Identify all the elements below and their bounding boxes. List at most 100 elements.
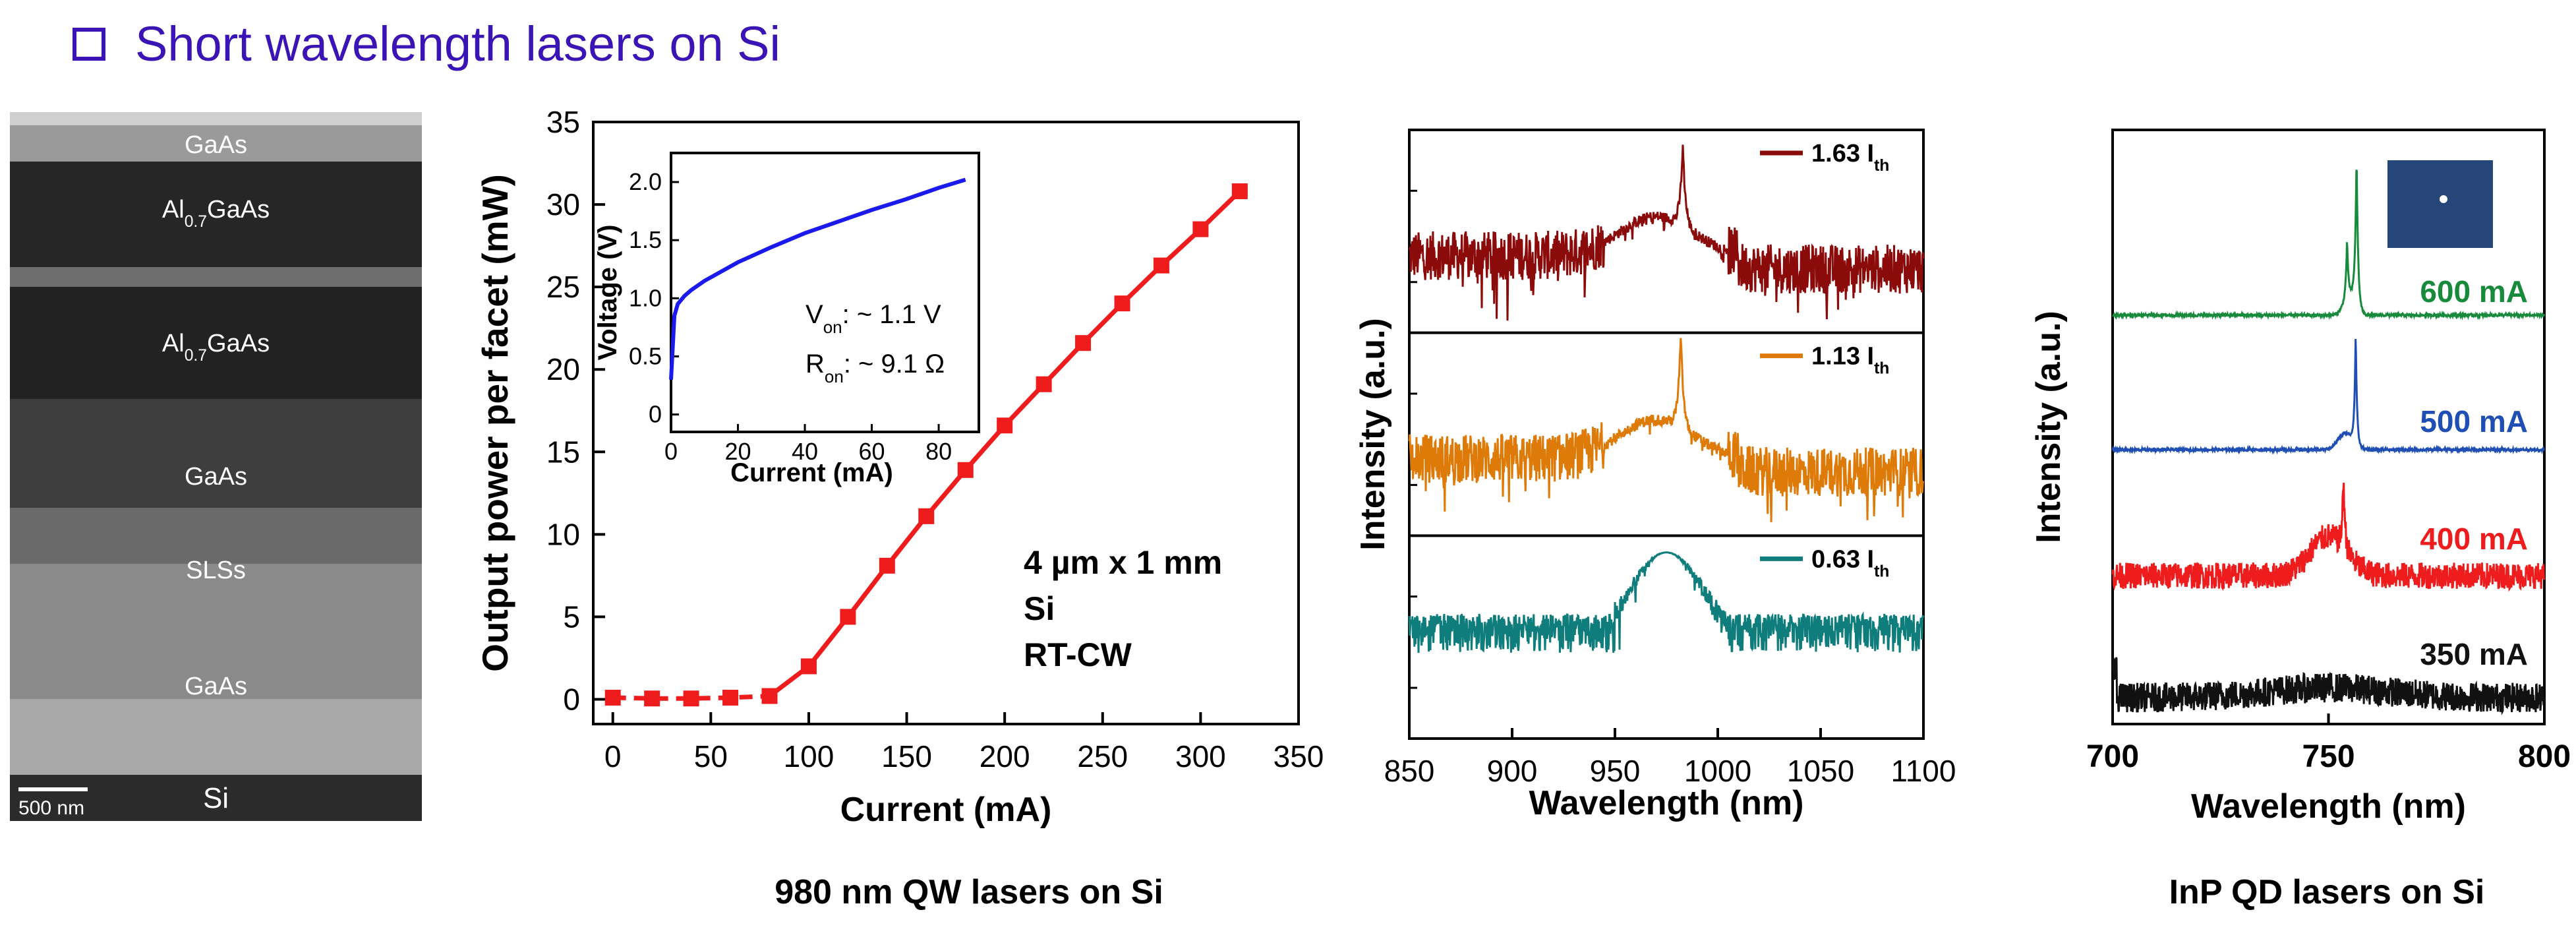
li-data-point [604, 689, 621, 706]
series-label: 350 mA [2420, 637, 2528, 671]
label-main: 1.13 I [1811, 343, 1874, 371]
y-tick-label: 25 [546, 270, 580, 304]
label-subscript: 0.7 [185, 347, 207, 365]
spectrum-line [1408, 144, 1925, 321]
x-tick-label: 350 [1273, 739, 1324, 774]
li-data-point [879, 557, 895, 574]
li-data-point [683, 690, 699, 707]
tem-layer-band [10, 162, 422, 267]
inset-annotation-ron: Ron: ~ 9.1 Ω [805, 349, 945, 386]
x-tick-label: 100 [784, 739, 834, 774]
inset-annotation-von: Von: ~ 1.1 V [805, 300, 941, 337]
li-data-point [1036, 376, 1052, 392]
title-text: Short wavelength lasers on Si [135, 16, 780, 71]
inset-x-tick-label: 60 [859, 438, 885, 465]
tem-layer-band [10, 287, 422, 399]
spectrum-line [2111, 657, 2546, 715]
tem-layer-band [10, 125, 422, 162]
inset-frame [670, 152, 980, 433]
tem-layer-band [10, 564, 422, 699]
li-data-point [644, 690, 660, 707]
y-tick-label: 35 [546, 105, 580, 139]
li-data-point [800, 658, 817, 675]
x-tick-label: 1100 [1891, 754, 1956, 788]
spectrum-line [1408, 551, 1925, 653]
inset-x-tick-label: 40 [792, 438, 818, 465]
qd-spectra-chart: 700 750 800 Wavelength (nm) Intensity (a.u.)… [2030, 129, 2571, 826]
li-series-line-dashed [612, 694, 770, 701]
li-data-point [997, 417, 1013, 434]
y-axis-label: Output power per facet (mW) [475, 174, 515, 672]
series-label: 600 mA [2420, 274, 2528, 309]
inset-y-tick-label: 1.0 [629, 284, 662, 311]
label-rest: : ~ 9.1 Ω [844, 349, 945, 379]
li-data-point [722, 689, 739, 706]
series-label: 400 mA [2420, 522, 2528, 556]
tem-layer-band [10, 399, 422, 508]
spectrum-line [2111, 483, 2546, 592]
x-tick-label: 900 [1487, 754, 1538, 788]
y-axis-label: Intensity (a.u.) [1354, 318, 1392, 550]
x-tick-label: 950 [1590, 754, 1641, 788]
x-tick-label: 1050 [1787, 754, 1854, 788]
plot-frame [592, 121, 1300, 725]
tem-layer-label: GaAs [185, 463, 247, 491]
tem-layer-label: GaAs [185, 131, 247, 159]
inset-y-tick-label: 2.0 [629, 168, 662, 195]
inset-y-tick-label: 0 [649, 401, 662, 428]
qw-spectra-chart: 850 900 950 1000 1050 1100 Wavelength (nm) Inte… [1354, 129, 1956, 822]
label-main: 0.63 I [1811, 545, 1874, 573]
li-data-point [1231, 183, 1248, 200]
tem-layer-label: Al0.7GaAs [162, 330, 270, 365]
slide-title: Short wavelength lasers on Si [73, 16, 780, 71]
label-main: 1.63 I [1811, 140, 1874, 167]
x-tick-label: 750 [2302, 739, 2355, 774]
y-tick-label: 5 [563, 599, 580, 634]
y-tick-label: 10 [546, 517, 580, 551]
inset-x-tick-label: 20 [724, 438, 751, 465]
li-annotation: Si [1024, 590, 1055, 627]
caption-qw: 980 nm QW lasers on Si [775, 873, 1163, 911]
spectrum-line [1408, 338, 1925, 522]
inset-y-axis-label: Voltage (V) [593, 225, 622, 361]
tem-scale-label: 500 nm [18, 797, 84, 819]
tem-layer-band [10, 508, 422, 564]
x-tick-label: 250 [1077, 739, 1128, 774]
label-main: Al [162, 196, 185, 224]
label-main: R [805, 349, 825, 379]
x-axis-label: Wavelength (nm) [1529, 784, 1804, 822]
inset-x-tick-label: 80 [925, 438, 952, 465]
label-rest: : ~ 1.1 V [842, 300, 941, 329]
tem-layer-label: Si [203, 782, 229, 814]
label-subscript: on [823, 317, 842, 337]
plot-frame [1408, 129, 1925, 740]
inset-x-axis-label: Current (mA) [730, 458, 893, 487]
y-tick-label: 0 [563, 682, 580, 716]
label-subscript: th [1874, 562, 1889, 580]
inset-series-line [669, 177, 966, 380]
series-label: 500 mA [2420, 404, 2528, 439]
tem-layer-band [10, 267, 422, 287]
inset-y-tick-label: 0.5 [629, 342, 662, 369]
li-data-point [1075, 335, 1092, 351]
x-tick-label: 300 [1175, 739, 1226, 774]
li-data-point [840, 609, 856, 625]
label-main: V [805, 300, 823, 329]
legend-label: 1.13 Ith [1811, 343, 1889, 378]
li-data-point [957, 462, 974, 478]
x-tick-label: 700 [2086, 739, 2139, 774]
x-tick-label: 1000 [1684, 754, 1751, 788]
label-rest: GaAs [207, 330, 270, 357]
tem-layer-label: Al0.7GaAs [162, 196, 270, 231]
tem-layer-band [10, 112, 422, 125]
label-rest: GaAs [207, 196, 270, 224]
li-chart: 0 50 100 150 200 250 300 35005101520253035Curre… [475, 105, 1324, 829]
y-tick-label: 15 [546, 435, 580, 469]
checkbox-square-icon [73, 28, 105, 61]
legend-label: 0.63 Ith [1811, 545, 1889, 580]
x-axis-label: Wavelength (nm) [2191, 787, 2466, 826]
li-data-point [1192, 221, 1209, 237]
inset-photo-spot [2440, 195, 2447, 203]
li-data-point [761, 688, 778, 704]
x-tick-label: 200 [980, 739, 1030, 774]
